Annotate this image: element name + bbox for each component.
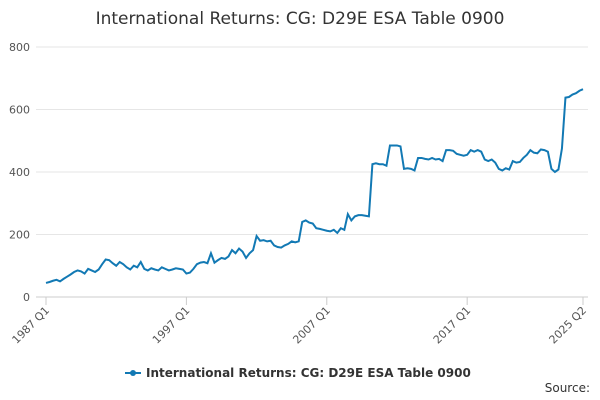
series-line bbox=[45, 88, 584, 284]
source: Source: bbox=[545, 381, 590, 395]
legend-label: International Returns: CG: D29E ESA Tabl… bbox=[146, 366, 471, 380]
x-tick-label: 1987 Q1 bbox=[10, 304, 53, 347]
x-tick-label: 2025 Q2 bbox=[547, 304, 590, 347]
x-tick-label: 2007 Q1 bbox=[290, 304, 333, 347]
legend-marker bbox=[130, 370, 136, 376]
y-tick-label: 400 bbox=[9, 166, 30, 179]
x-tick-label: 1997 Q1 bbox=[150, 304, 193, 347]
chart-title: International Returns: CG: D29E ESA Tabl… bbox=[96, 9, 505, 29]
x-tick-label: 2017 Q1 bbox=[431, 304, 474, 347]
y-tick-label: 800 bbox=[9, 41, 30, 54]
y-tick-label: 0 bbox=[23, 291, 30, 304]
y-tick-label: 600 bbox=[9, 104, 30, 117]
y-tick-label: 200 bbox=[9, 229, 30, 242]
